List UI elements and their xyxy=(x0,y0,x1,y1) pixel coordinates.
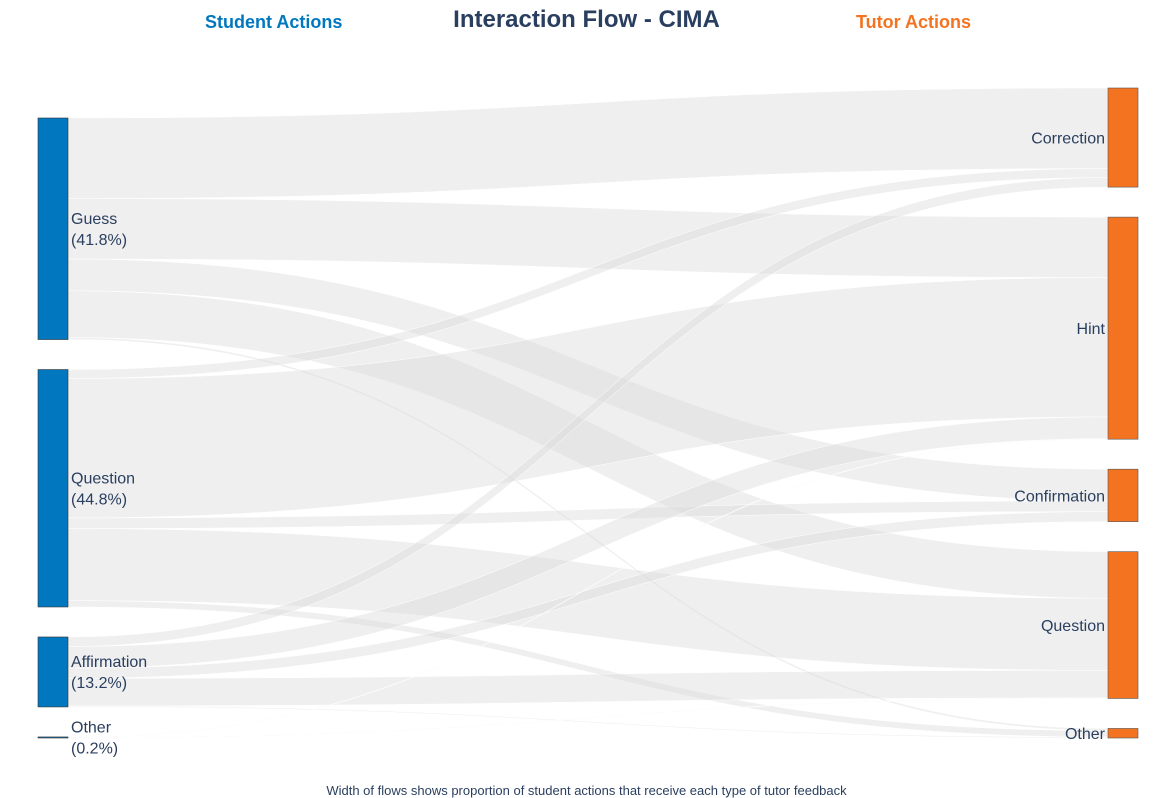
flow-affirmation-to-question xyxy=(67,670,1109,707)
flow-links xyxy=(67,87,1109,739)
student-node-percent-question: (44.8%) xyxy=(71,491,127,508)
flow-guess-to-hint xyxy=(67,198,1109,278)
student-actions-header: Student Actions xyxy=(205,12,343,32)
student-node-label-other: Other xyxy=(71,719,112,736)
student-node-question xyxy=(37,369,69,608)
student-node-affirmation xyxy=(37,636,69,708)
student-node-label-question: Question xyxy=(71,470,135,487)
student-node-label-guess: Guess xyxy=(71,211,117,228)
chart-title: Interaction Flow - CIMA xyxy=(453,6,720,33)
footnote: Width of flows shows proportion of stude… xyxy=(326,783,847,798)
nodes xyxy=(37,87,1139,739)
student-node-label-affirmation: Affirmation xyxy=(71,654,147,671)
tutor-actions-header: Tutor Actions xyxy=(856,12,971,32)
student-node-percent-other: (0.2%) xyxy=(71,740,118,757)
student-node-other xyxy=(37,736,69,739)
tutor-node-hint xyxy=(1107,216,1139,440)
tutor-node-correction xyxy=(1107,87,1139,188)
tutor-node-confirmation xyxy=(1107,468,1139,522)
tutor-node-label-hint: Hint xyxy=(1077,321,1106,338)
flow-affirmation-to-other xyxy=(67,705,1109,739)
student-node-guess xyxy=(37,117,69,340)
student-node-percent-affirmation: (13.2%) xyxy=(71,675,127,692)
node-labels: Guess (41.8%) Question (44.8%) Affirmation (1… xyxy=(71,131,1106,758)
tutor-node-label-other: Other xyxy=(1065,726,1106,743)
tutor-node-label-confirmation: Confirmation xyxy=(1014,488,1105,505)
tutor-node-label-question: Question xyxy=(1041,618,1105,635)
tutor-node-other xyxy=(1107,728,1139,739)
tutor-node-question xyxy=(1107,551,1139,699)
tutor-node-label-correction: Correction xyxy=(1031,131,1105,148)
student-node-percent-guess: (41.8%) xyxy=(71,232,127,249)
